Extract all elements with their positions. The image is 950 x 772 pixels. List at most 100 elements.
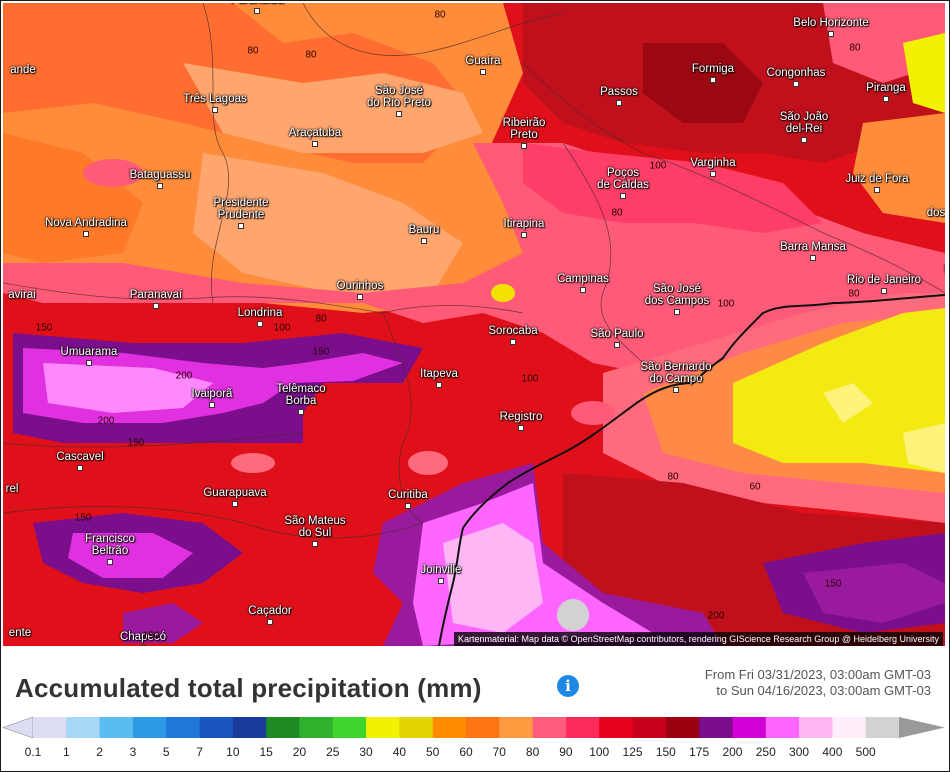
legend-min-arrow	[2, 716, 34, 739]
city-label: Londrina	[237, 307, 283, 319]
city-marker	[140, 645, 146, 646]
city-label: Umuarama	[60, 346, 118, 358]
map-attribution[interactable]: Kartenmaterial: Map data © OpenStreetMap…	[454, 632, 943, 646]
legend-tick-label: 500	[855, 745, 876, 759]
legend-swatch	[865, 717, 900, 738]
city-label: Paranaíba	[230, 3, 283, 6]
city-label: Belo Horizonte	[793, 17, 869, 29]
legend-swatch	[299, 717, 334, 738]
city-label: Joinville	[420, 564, 462, 576]
legend-swatch	[99, 717, 134, 738]
legend-tick-label: 70	[492, 745, 506, 759]
city-label: Itirapina	[503, 218, 545, 230]
city-label: Curitiba	[388, 489, 428, 501]
city-label: Paranavaí	[129, 289, 183, 301]
city-label: Itapeva	[420, 368, 458, 380]
legend-tick-label: 40	[392, 745, 407, 759]
city-marker	[405, 503, 411, 509]
legend-colorbar	[2, 716, 945, 739]
city-label: Cascavel	[56, 451, 104, 463]
city-marker	[267, 619, 273, 625]
edge-city-label: ente	[8, 627, 32, 639]
contour-value: 200	[97, 415, 115, 427]
legend-swatch	[599, 717, 634, 738]
city-marker	[257, 321, 263, 327]
edge-city-label: dos	[926, 207, 945, 219]
city-label: Nova Andradina	[45, 217, 127, 229]
contour-value: 80	[247, 45, 259, 57]
city-label: Bauru	[408, 224, 440, 236]
contour-value: 150	[312, 346, 330, 358]
legend-tick-label: 25	[326, 745, 340, 759]
city-marker	[614, 342, 620, 348]
legend-tick-label: 400	[822, 745, 843, 759]
contour-value: 60	[749, 481, 761, 493]
period-start: From Fri 03/31/2023, 03:00am GMT-03	[704, 667, 931, 682]
contour-value: 150	[824, 578, 842, 590]
city-marker	[828, 31, 834, 37]
contour-value: 80	[305, 49, 317, 61]
legend-tick-label: 30	[359, 745, 373, 759]
city-marker	[107, 559, 113, 565]
contour-value: 100	[273, 322, 291, 334]
legend-swatch	[66, 717, 101, 738]
precipitation-map[interactable]: Paranaíba Belo Horizonte Guaíra Formiga Cong…	[3, 3, 945, 646]
legend-swatch	[832, 717, 867, 738]
contour-value: 200	[707, 610, 725, 622]
city-marker	[212, 107, 218, 113]
city-marker	[801, 137, 807, 143]
precipitation-field	[3, 3, 945, 646]
legend-swatch	[799, 717, 833, 738]
legend-swatch	[665, 717, 700, 738]
legend-swatch	[332, 717, 367, 738]
city-marker	[620, 193, 626, 199]
city-marker	[874, 187, 880, 193]
legend-tick-label: 10	[226, 745, 240, 759]
legend-tick-label: 100	[589, 745, 610, 759]
city-label: São João del-Rei	[779, 111, 829, 135]
city-marker	[673, 387, 679, 393]
contour-value: 150	[35, 322, 53, 334]
city-marker	[510, 339, 516, 345]
city-label: Campinas	[557, 273, 609, 285]
city-label: Caçador	[248, 605, 292, 617]
legend-max-arrow	[899, 717, 945, 738]
legend-tick-label: 1	[62, 745, 70, 759]
period-end: to Sun 04/16/2023, 03:00am GMT-03	[716, 683, 931, 698]
city-label: Varginha	[690, 157, 736, 169]
city-marker	[810, 255, 816, 261]
contour-value: 80	[315, 313, 327, 325]
city-label: Ivaiporã	[191, 388, 233, 400]
contour-value: 200	[175, 370, 193, 382]
legend-swatch	[33, 717, 67, 738]
legend-tick-label: 90	[559, 745, 573, 759]
legend-swatch	[266, 717, 300, 738]
city-marker	[616, 100, 622, 106]
city-label: Poços de Caldas	[597, 167, 649, 191]
info-icon[interactable]: i	[557, 675, 579, 697]
city-marker	[436, 382, 442, 388]
city-label: São Paulo	[590, 328, 644, 340]
city-marker	[157, 183, 163, 189]
city-marker	[83, 231, 89, 237]
legend-swatch	[565, 717, 600, 738]
legend-swatch	[632, 717, 667, 738]
city-label: Ribeirão Preto	[502, 117, 546, 141]
city-marker	[312, 141, 318, 147]
legend-tick-label: 60	[459, 745, 473, 759]
city-label: Rio	[944, 264, 945, 276]
contour-value: 80	[667, 471, 679, 483]
contour-value: 100	[521, 373, 539, 385]
city-marker	[518, 425, 524, 431]
edge-city-label: ande	[10, 64, 36, 76]
forecast-period: From Fri 03/31/2023, 03:00am GMT-03 to S…	[705, 667, 931, 699]
legend-tick-label: 2	[96, 745, 103, 759]
legend-swatch	[232, 717, 267, 738]
city-label: Três Lagoas	[183, 93, 247, 105]
edge-city-label: rel	[5, 483, 19, 495]
city-marker	[580, 287, 586, 293]
legend-swatch	[366, 717, 400, 738]
city-label: Barra Mansa	[780, 241, 846, 253]
city-label: Chapecó	[119, 631, 167, 643]
city-marker	[209, 402, 215, 408]
